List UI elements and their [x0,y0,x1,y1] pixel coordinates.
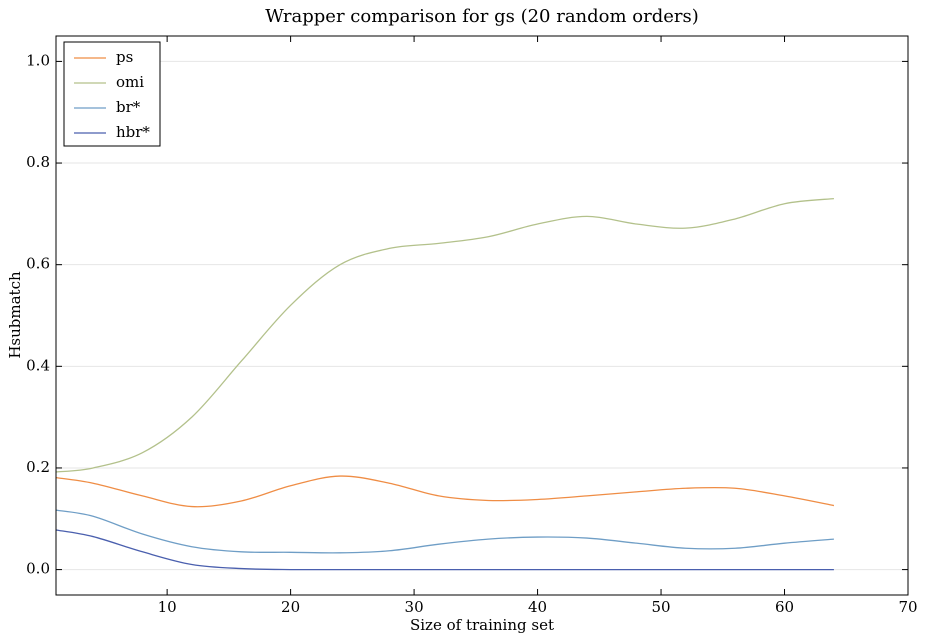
x-tick-label: 20 [281,598,300,616]
plot-frame [55,35,909,596]
line-series [55,475,835,508]
x-tick-label: 60 [775,598,794,616]
legend-label: omi [116,73,144,91]
y-tick-label: 0.2 [26,458,50,476]
x-axis-label: Size of training set [410,616,554,634]
y-tick-label: 1.0 [26,51,50,69]
x-tick-label: 70 [898,598,917,616]
x-tick-label: 30 [405,598,424,616]
chart-title: Wrapper comparison for gs (20 random ord… [265,6,699,27]
y-tick-label: 0.0 [26,560,50,578]
y-tick-label: 0.8 [26,153,50,171]
legend-label: hbr* [116,123,150,141]
x-tick-label: 50 [651,598,670,616]
legend-label: ps [116,48,133,66]
line-series [55,509,834,554]
line-series [55,197,834,473]
x-tick-label: 10 [158,598,177,616]
legend-box [63,41,161,147]
legend-label: br* [116,98,141,116]
y-tick-label: 0.4 [26,356,50,374]
y-tick-label: 0.6 [26,255,50,273]
x-tick-label: 40 [528,598,547,616]
line-series [55,529,834,571]
y-axis-label: Hsubmatch [6,271,24,359]
